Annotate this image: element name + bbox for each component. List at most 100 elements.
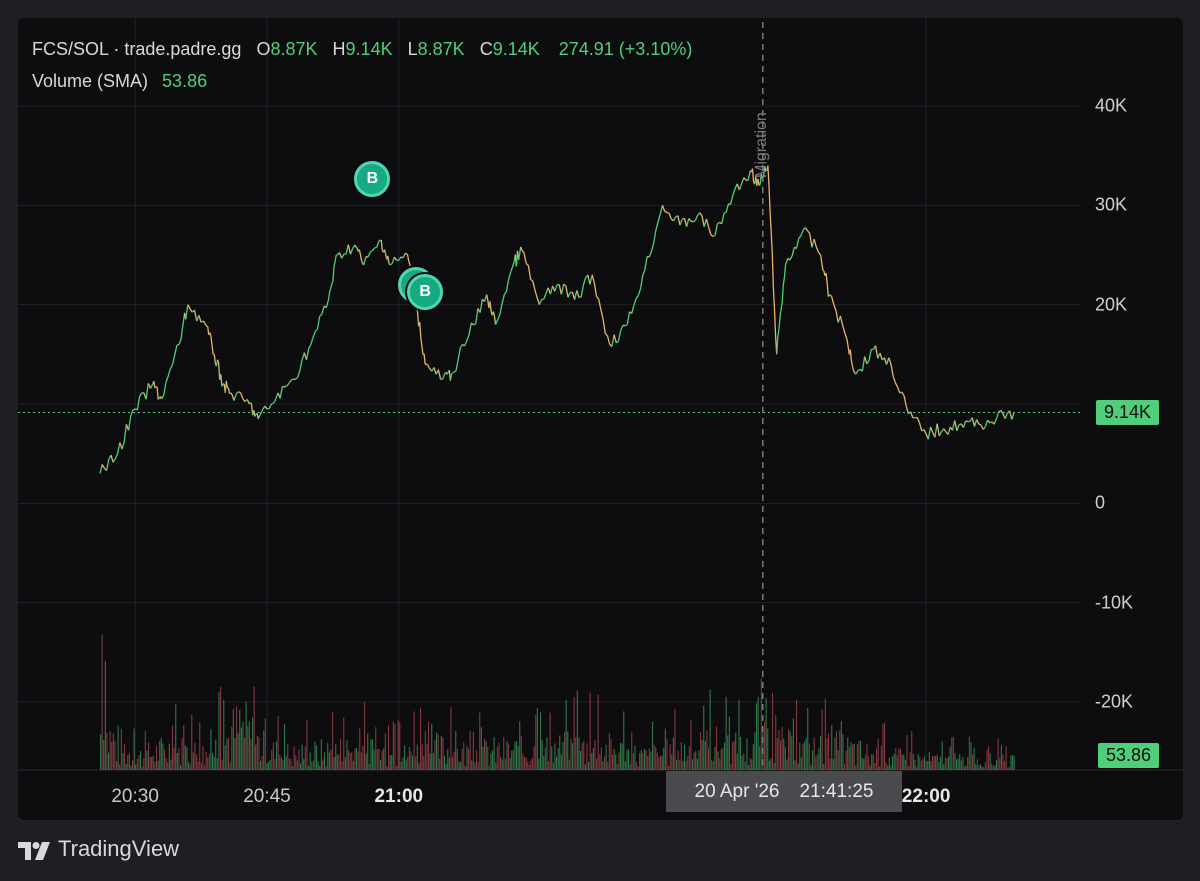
volume-bar (568, 759, 570, 770)
volume-bar (896, 755, 898, 770)
price-segment (486, 294, 489, 301)
volume-bar (287, 744, 289, 770)
price-segment (510, 264, 514, 272)
volume-bar (327, 742, 329, 770)
price-segment (664, 210, 668, 213)
price-segment (327, 292, 331, 300)
volume-bar (653, 744, 655, 770)
price-segment (527, 265, 532, 280)
price-segment (264, 405, 268, 410)
price-segment (279, 386, 284, 399)
volume-bar (868, 756, 870, 770)
volume-bar (567, 731, 569, 770)
volume-bar (552, 762, 554, 770)
price-segment (866, 360, 870, 365)
price-segment (404, 252, 409, 256)
price-segment (721, 212, 725, 224)
price-segment (286, 382, 290, 387)
volume-bar (192, 752, 194, 770)
volume-bar (836, 731, 838, 770)
price-segment (105, 459, 110, 471)
volume-bar (640, 750, 642, 770)
volume-bar (136, 759, 138, 770)
volume-bar (847, 737, 849, 770)
volume-bar (248, 721, 250, 770)
price-segment (757, 178, 760, 186)
volume-bar (519, 721, 521, 770)
volume-bar (773, 762, 775, 770)
volume-bar (676, 759, 678, 770)
price-segment (325, 299, 330, 308)
price-segment (806, 230, 811, 234)
price-segment (923, 429, 927, 435)
volume-bar (280, 757, 282, 770)
volume-bar (639, 753, 641, 770)
volume-bar (408, 746, 410, 770)
price-segment (782, 277, 786, 286)
buy-marker[interactable]: B (354, 160, 391, 197)
volume-bar (204, 765, 206, 770)
volume-bar (727, 735, 729, 770)
volume-bar (453, 751, 455, 770)
price-segment (894, 382, 899, 388)
volume-bar (298, 749, 300, 770)
price-segment (653, 230, 657, 243)
legend-symbol[interactable]: FCS/SOL (32, 39, 109, 59)
volume-bar (202, 746, 204, 770)
price-segment (705, 218, 710, 228)
volume-bar (642, 752, 644, 770)
price-segment (114, 453, 119, 459)
legend-close: 9.14K (492, 39, 540, 59)
tradingview-brand[interactable]: TradingView (18, 836, 179, 862)
price-segment (360, 260, 364, 264)
volume-bar (173, 747, 175, 770)
volume-bar (376, 749, 378, 770)
price-segment (868, 349, 872, 361)
volume-bar (597, 694, 599, 770)
volume-bar (332, 711, 334, 770)
buy-marker[interactable]: B (407, 273, 444, 310)
price-segment (101, 464, 105, 469)
price-segment (193, 309, 198, 322)
volume-bar (140, 751, 142, 770)
price-segment (426, 364, 431, 369)
volume-bar (824, 698, 826, 770)
volume-bar (335, 744, 337, 770)
volume-bar (436, 732, 438, 770)
volume-bar (269, 759, 271, 770)
volume-bar (1008, 767, 1010, 770)
price-segment (157, 397, 160, 400)
volume-bar (919, 756, 921, 770)
volume-bar (180, 765, 182, 770)
y-tick-label: 20K (1095, 294, 1128, 315)
legend-volume-label[interactable]: Volume (SMA) (32, 71, 149, 91)
price-segment (883, 357, 888, 365)
price-segment (310, 337, 314, 345)
price-segment (611, 334, 615, 347)
volume-bar (816, 754, 818, 770)
volume-bar (277, 715, 279, 770)
volume-bar (983, 767, 985, 770)
volume-bar (516, 741, 518, 770)
price-segment (433, 367, 437, 375)
price-segment (138, 392, 143, 397)
volume-bar (690, 720, 692, 770)
volume-bar (437, 734, 439, 770)
volume-bar (850, 742, 852, 770)
price-segment (677, 215, 681, 226)
volume-bar (709, 689, 711, 770)
price-segment (145, 383, 149, 400)
chart-frame[interactable]: FCS/SOL · trade.padre.gg O8.87K H9.14K L… (18, 18, 1183, 820)
volume-bar (621, 743, 623, 770)
price-segment (934, 423, 938, 438)
chart-canvas[interactable] (18, 18, 1183, 820)
price-segment (419, 322, 422, 338)
price-segment (980, 424, 984, 430)
price-segment (254, 413, 257, 417)
volume-bar (228, 738, 230, 770)
volume-bar (447, 749, 449, 770)
volume-bar (980, 764, 982, 770)
price-segment (779, 309, 782, 317)
volume-bar (636, 762, 638, 770)
volume-bar (440, 735, 442, 770)
